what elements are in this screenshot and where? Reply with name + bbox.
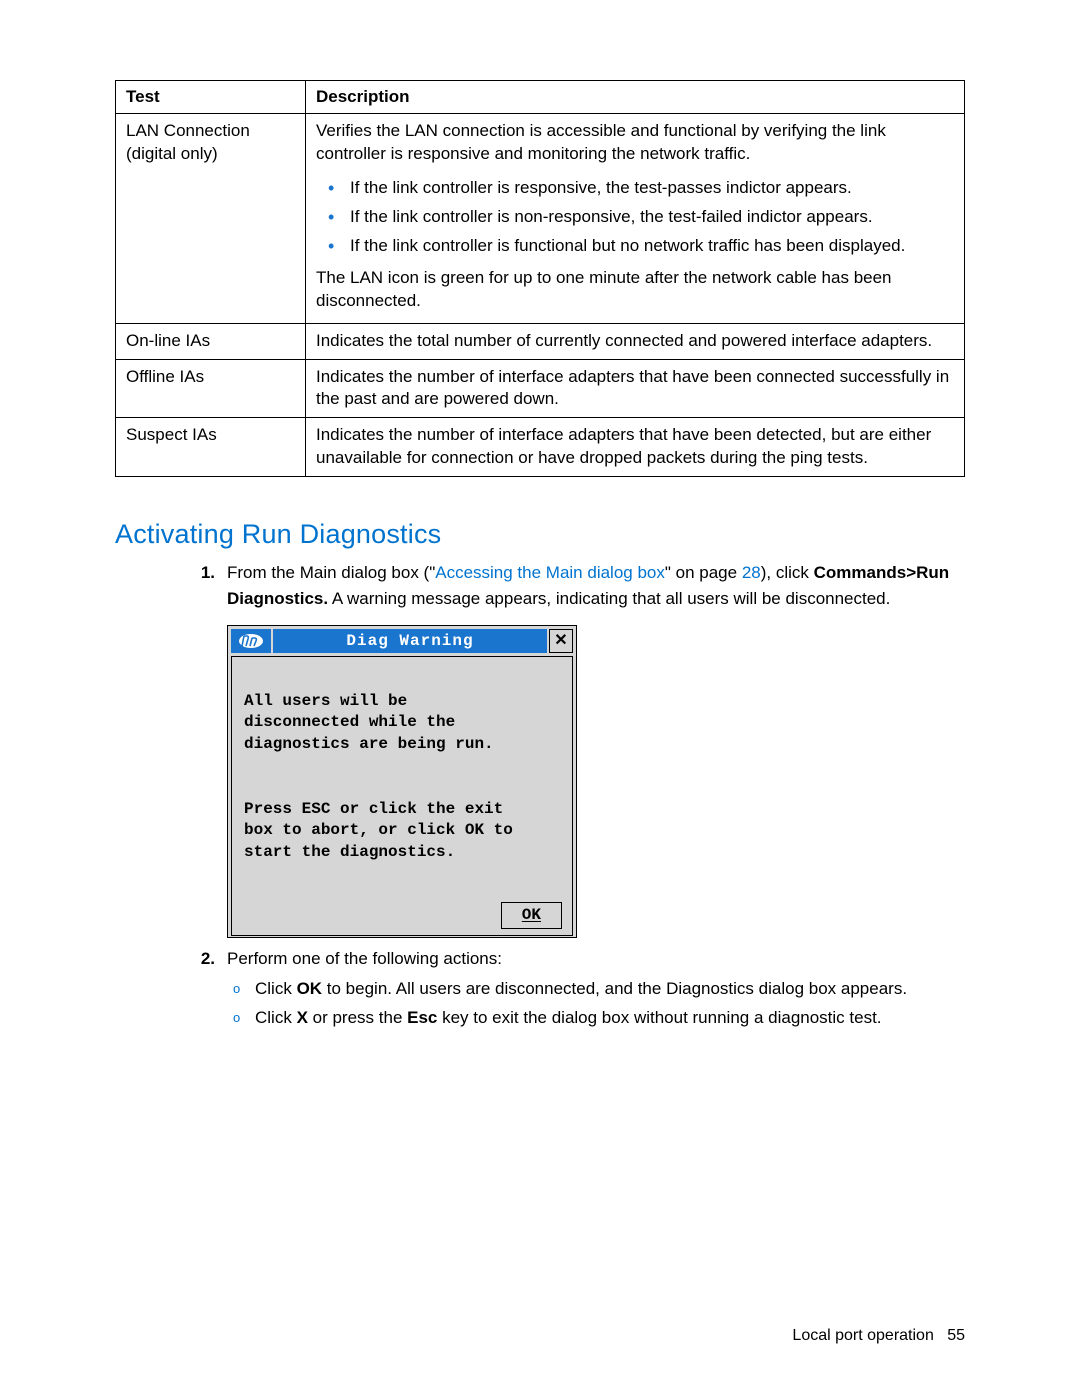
desc-outro: The LAN icon is green for up to one minu… bbox=[316, 267, 954, 313]
test-desc-cell: Indicates the total number of currently … bbox=[306, 323, 965, 359]
procedure-list: 1. From the Main dialog box ("Accessing … bbox=[193, 560, 965, 1031]
procedure-step: 2. Perform one of the following actions: bbox=[193, 946, 965, 972]
sub-step: o Click OK to begin. All users are disco… bbox=[227, 976, 965, 1002]
table-header-description: Description bbox=[306, 81, 965, 114]
dialog-message: Press ESC or click the exit box to abort… bbox=[244, 800, 513, 861]
test-desc-cell: Indicates the number of interface adapte… bbox=[306, 418, 965, 477]
dialog-title: Diag Warning bbox=[273, 629, 547, 653]
test-name-cell: LAN Connection (digital only) bbox=[116, 114, 306, 324]
sub-step-text: or press the bbox=[308, 1008, 407, 1027]
table-row: Suspect IAs Indicates the number of inte… bbox=[116, 418, 965, 477]
ok-button[interactable]: OK bbox=[501, 902, 562, 930]
desc-bullet: If the link controller is functional but… bbox=[346, 232, 954, 261]
test-name-cell: Offline IAs bbox=[116, 359, 306, 418]
step-text: " on page bbox=[665, 563, 742, 582]
table-row: On-line IAs Indicates the total number o… bbox=[116, 323, 965, 359]
footer-section-name: Local port operation bbox=[792, 1327, 933, 1344]
diag-warning-dialog: Diag Warning ✕ All users will be disconn… bbox=[227, 625, 577, 938]
step-body: From the Main dialog box ("Accessing the… bbox=[227, 560, 965, 611]
key-name: OK bbox=[297, 979, 323, 998]
desc-bullet: If the link controller is non-responsive… bbox=[346, 203, 954, 232]
sub-step-text: key to exit the dialog box without runni… bbox=[437, 1008, 881, 1027]
dialog-message: All users will be disconnected while the… bbox=[244, 692, 494, 753]
document-page: Test Description LAN Connection (digital… bbox=[0, 0, 1080, 1397]
table-row: LAN Connection (digital only) Verifies t… bbox=[116, 114, 965, 324]
sub-bullet-icon: o bbox=[227, 976, 255, 1002]
test-name-cell: Suspect IAs bbox=[116, 418, 306, 477]
test-name-cell: On-line IAs bbox=[116, 323, 306, 359]
step-text: A warning message appears, indicating th… bbox=[328, 589, 890, 608]
table-row: Offline IAs Indicates the number of inte… bbox=[116, 359, 965, 418]
step-text: ), click bbox=[761, 563, 814, 582]
footer-page-number: 55 bbox=[947, 1327, 965, 1344]
step-body: Perform one of the following actions: bbox=[227, 946, 965, 972]
desc-bullet: If the link controller is responsive, th… bbox=[346, 174, 954, 203]
step-number: 1. bbox=[193, 560, 227, 611]
test-desc-cell: Verifies the LAN connection is accessibl… bbox=[306, 114, 965, 324]
sub-step-list: o Click OK to begin. All users are disco… bbox=[227, 976, 965, 1031]
dialog-body: All users will be disconnected while the… bbox=[231, 656, 573, 936]
section-heading: Activating Run Diagnostics bbox=[115, 519, 965, 550]
sub-bullet-icon: o bbox=[227, 1005, 255, 1031]
sub-step-text: to begin. All users are disconnected, an… bbox=[322, 979, 907, 998]
page-footer: Local port operation 55 bbox=[792, 1327, 965, 1345]
key-name: X bbox=[297, 1008, 308, 1027]
page-reference-link[interactable]: 28 bbox=[742, 563, 761, 582]
step-text: From the Main dialog box (" bbox=[227, 563, 435, 582]
test-description-table: Test Description LAN Connection (digital… bbox=[115, 80, 965, 477]
sub-step-text: Click bbox=[255, 1008, 297, 1027]
desc-intro: Verifies the LAN connection is accessibl… bbox=[316, 120, 954, 166]
test-desc-cell: Indicates the number of interface adapte… bbox=[306, 359, 965, 418]
sub-step: o Click X or press the Esc key to exit t… bbox=[227, 1005, 965, 1031]
close-icon[interactable]: ✕ bbox=[549, 629, 573, 653]
hp-logo-icon bbox=[231, 629, 271, 653]
sub-step-text: Click bbox=[255, 979, 297, 998]
step-number: 2. bbox=[193, 946, 227, 972]
key-name: Esc bbox=[407, 1008, 437, 1027]
cross-reference-link[interactable]: Accessing the Main dialog box bbox=[435, 563, 665, 582]
procedure-step: 1. From the Main dialog box ("Accessing … bbox=[193, 560, 965, 611]
table-header-test: Test bbox=[116, 81, 306, 114]
